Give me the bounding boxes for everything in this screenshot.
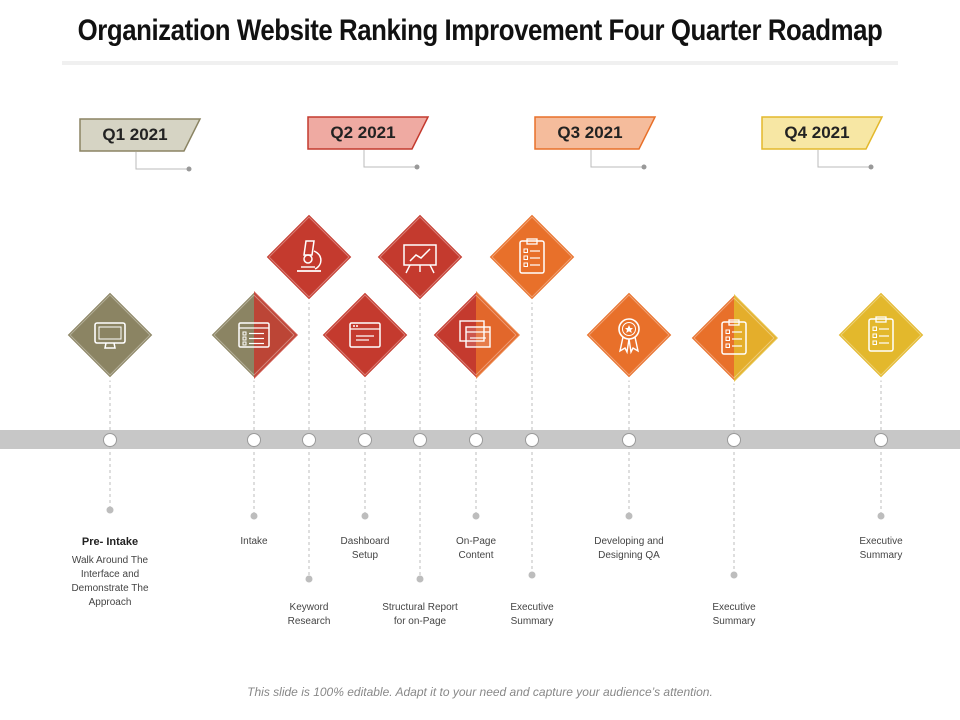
diamond-shape: [486, 211, 578, 303]
timeline-node: [413, 433, 427, 447]
clipboard-icon: [519, 238, 545, 274]
label-dot: [305, 575, 313, 583]
quarter-tag-bg: [534, 116, 657, 150]
milestone-diamond: [430, 289, 522, 381]
diamond-inner-border: [324, 294, 406, 376]
milestone-text: Structural Report for on-Page: [382, 602, 458, 627]
timeline-node: [469, 433, 483, 447]
diamond-accent: [476, 291, 520, 379]
timeline-node: [525, 433, 539, 447]
diamond-inner-border: [268, 216, 350, 298]
diamond-shape: [64, 289, 156, 381]
quarter-tag-bg: [307, 116, 430, 150]
quarter-tag-shape: [761, 116, 884, 170]
milestone-text: Keyword Research: [287, 602, 331, 627]
browser-window-icon: [349, 322, 381, 348]
milestone-diamond: [64, 289, 156, 381]
milestone-diamond: [688, 292, 780, 384]
milestone-text: On-Page Content: [455, 536, 497, 561]
milestone-diamond: [835, 289, 927, 381]
quarter-tag-shape: [79, 118, 202, 172]
label-dot: [106, 506, 114, 514]
quarter-label: Q2 2021: [330, 123, 396, 142]
label-dot: [416, 575, 424, 583]
label-dot: [528, 571, 536, 579]
milestone-text: Executive Summary: [510, 602, 554, 627]
diamond-shape: [263, 211, 355, 303]
clipboard-icon: [868, 316, 894, 352]
label-dot: [730, 571, 738, 579]
milestone-diamond: [263, 211, 355, 303]
quarter-tag-dot: [641, 164, 647, 170]
timeline-node: [622, 433, 636, 447]
milestone-diamond: [583, 289, 675, 381]
milestone-diamond: [208, 289, 300, 381]
milestone-text: Walk Around The Interface and Demonstrat…: [71, 555, 149, 608]
quarter-tag-q4: Q4 2021: [761, 116, 887, 172]
quarter-tag-connector: [817, 150, 870, 168]
quarter-tag-q3: Q3 2021: [534, 116, 660, 172]
monitor-icon: [94, 322, 126, 349]
quarter-tag-bg: [79, 118, 202, 152]
quarter-tag-shape: [534, 116, 657, 170]
milestone-text: Executive Summary: [712, 602, 756, 627]
diamond-shape: [835, 289, 927, 381]
quarter-tag-dot: [868, 164, 874, 170]
clipboard-icon: [721, 319, 747, 355]
timeline-node: [874, 433, 888, 447]
milestone-diamond: [374, 211, 466, 303]
milestone-text: Executive Summary: [859, 536, 903, 561]
microscope-icon: [297, 240, 322, 272]
label-dot: [250, 512, 258, 520]
diamond-accent: [254, 291, 298, 379]
diamond-inner-border: [213, 294, 295, 376]
quarter-tag-shape: [307, 116, 430, 170]
quarter-tag-q1: Q1 2021: [79, 118, 205, 174]
award-badge-icon: [618, 318, 640, 355]
milestone-diamond: [319, 289, 411, 381]
quarter-label: Q4 2021: [784, 123, 850, 142]
title-divider: [62, 61, 898, 65]
diamond-accent: [734, 294, 778, 382]
quarter-label: Q1 2021: [102, 125, 168, 144]
diamond-inner-border: [840, 294, 922, 376]
diamond-inner-border: [69, 294, 151, 376]
label-dot: [877, 512, 885, 520]
timeline-node: [247, 433, 261, 447]
page-title: Organization Website Ranking Improvement…: [77, 14, 883, 47]
stacked-windows-icon: [459, 320, 491, 348]
label-dot: [472, 512, 480, 520]
checklist-window-icon: [238, 322, 270, 348]
diamond-shape: [319, 289, 411, 381]
diamond-inner-border: [379, 216, 461, 298]
presentation-chart-icon: [403, 244, 437, 274]
quarter-tag-connector: [590, 150, 643, 168]
quarter-label: Q3 2021: [557, 123, 623, 142]
label-dot: [361, 512, 369, 520]
timeline-node: [727, 433, 741, 447]
label-dot: [625, 512, 633, 520]
milestone-text: Intake: [240, 536, 268, 547]
diamond-inner-border: [588, 294, 670, 376]
milestone-diamond: [486, 211, 578, 303]
timeline-node: [358, 433, 372, 447]
quarter-tag-dot: [186, 166, 192, 172]
milestone-text: Dashboard Setup: [340, 536, 390, 561]
timeline-node: [302, 433, 316, 447]
footer-note: This slide is 100% editable. Adapt it to…: [247, 685, 713, 699]
diamond-inner-border: [491, 216, 573, 298]
quarter-tag-bg: [761, 116, 884, 150]
diamond-inner-border: [693, 297, 775, 379]
quarter-tag-dot: [414, 164, 420, 170]
timeline-node: [103, 433, 117, 447]
milestone-text: Developing and Designing QA: [594, 536, 664, 561]
diamond-inner-border: [435, 294, 517, 376]
quarter-tag-connector: [363, 150, 416, 168]
quarter-tag-connector: [135, 152, 188, 170]
milestone-title: Pre- Intake: [81, 536, 139, 548]
quarter-tag-q2: Q2 2021: [307, 116, 433, 172]
